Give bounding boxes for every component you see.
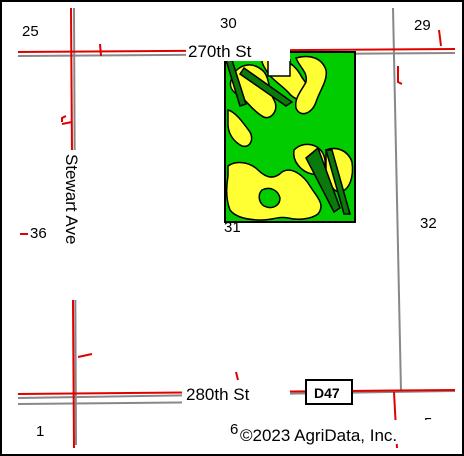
road-labels: 270th St 280th St Stewart Ave (62, 41, 290, 404)
section-label-ne: 29 (414, 17, 431, 34)
route-shield: D47 (305, 379, 353, 405)
soil-unit-h (258, 187, 281, 209)
road-label-west: Stewart Ave (62, 154, 81, 244)
section-label-s-mid: 6 (230, 421, 238, 438)
copyright-text: ©2023 AgriData, Inc. (240, 426, 397, 445)
farmstead-notch (267, 59, 291, 77)
road-label-south: 280th St (186, 385, 250, 404)
route-shield-label: D47 (314, 385, 340, 401)
section-label-w-mid: 36 (30, 225, 47, 242)
road-label-north: 270th St (188, 42, 252, 61)
section-label-n-mid: 30 (220, 15, 237, 32)
section-label-nw: 25 (22, 23, 39, 40)
field-polygon (224, 51, 356, 223)
section-label-e-mid: 32 (420, 215, 437, 232)
soil-unit-c (294, 55, 328, 115)
section-label-sw: 1 (36, 423, 44, 440)
soil-unit-d (227, 109, 253, 148)
section-label-center: 31 (224, 219, 241, 236)
